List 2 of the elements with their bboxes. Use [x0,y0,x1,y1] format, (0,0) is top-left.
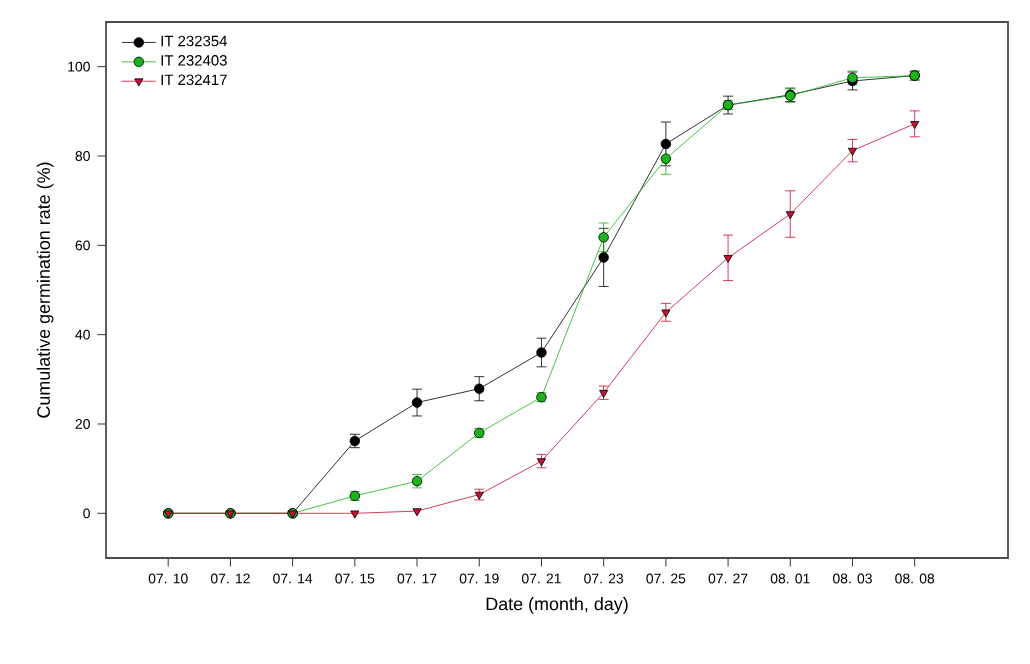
x-axis-title: Date (month, day) [486,597,628,614]
y-axis-title: Cumulative germination rate (%) [36,162,54,418]
